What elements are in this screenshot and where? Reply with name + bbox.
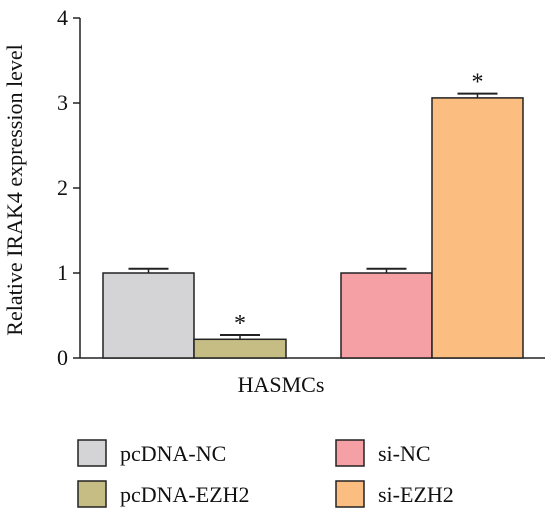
bar-pcdna-ezh2 bbox=[193, 338, 287, 359]
legend-label-si-ezh2: si-EZH2 bbox=[378, 482, 454, 507]
legend-label-pcdna-nc: pcDNA-NC bbox=[120, 441, 226, 466]
chart-bars: ** bbox=[102, 70, 524, 359]
legend-swatch-si-ezh2 bbox=[335, 480, 365, 508]
significance-marker: * bbox=[234, 311, 246, 337]
y-axis-title: Relative IRAK4 expression level bbox=[2, 44, 27, 335]
bar-pcdna-nc bbox=[102, 272, 195, 359]
legend-swatch-si-nc bbox=[335, 439, 365, 467]
chart-legend: pcDNA-NC pcDNA-EZH2 si-NC si-EZH2 bbox=[77, 439, 454, 508]
x-axis-title: HASMCs bbox=[238, 372, 325, 397]
y-tick-label: 0 bbox=[57, 345, 68, 370]
legend-swatch-pcdna-nc bbox=[77, 439, 107, 467]
legend-label-si-nc: si-NC bbox=[378, 441, 431, 466]
legend-swatch-pcdna-ezh2 bbox=[77, 480, 107, 508]
y-tick-label: 3 bbox=[57, 90, 68, 115]
legend-label-pcdna-ezh2: pcDNA-EZH2 bbox=[120, 482, 250, 507]
y-tick-label: 4 bbox=[57, 5, 68, 30]
y-tick-label: 2 bbox=[57, 175, 68, 200]
bar-si-ezh2 bbox=[431, 97, 524, 359]
y-tick-label: 1 bbox=[57, 260, 68, 285]
significance-marker: * bbox=[472, 70, 484, 96]
bar-si-nc bbox=[340, 272, 433, 359]
